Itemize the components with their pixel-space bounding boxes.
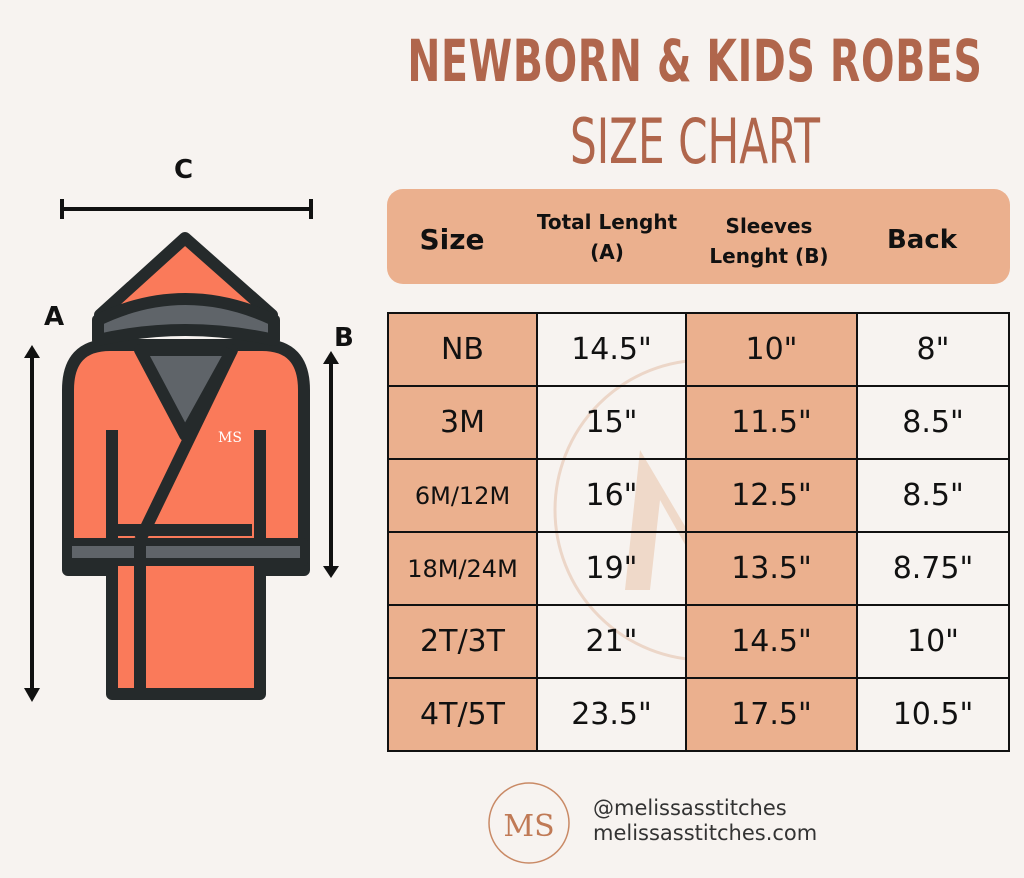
robe-icon [62,232,310,700]
table-row: 6M/12M 16" 12.5" 8.5" [387,458,1010,533]
table-row: 4T/5T 23.5" 17.5" 10.5" [387,677,1010,752]
back-cell: 8.5" [856,458,1010,533]
size-cell: 2T/3T [387,604,538,679]
sleeves-length-cell: 17.5" [685,677,858,752]
table-row: 18M/24M 19" 13.5" 8.75" [387,531,1010,606]
brand-logo: MS [488,782,570,864]
size-cell: NB [387,312,538,387]
table-row: 3M 15" 11.5" 8.5" [387,385,1010,460]
sleeves-length-cell: 10" [685,312,858,387]
sleeves-length-cell: 12.5" [685,458,858,533]
table-row: NB 14.5" 10" 8" [387,312,1010,387]
total-length-cell: 21" [536,604,687,679]
size-table: NB 14.5" 10" 8" 3M 15" 11.5" 8.5" 6M/12M 16" 12.5"… [387,312,1010,752]
measure-c-arrow [60,199,313,219]
header-size: Size [419,223,485,256]
back-cell: 10.5" [856,677,1010,752]
label-a: A [44,302,65,332]
title-line2: SIZE CHART [569,105,821,178]
sleeves-length-cell: 14.5" [685,604,858,679]
size-cell: 18M/24M [387,531,538,606]
label-c: C [174,155,194,185]
size-cell: 4T/5T [387,677,538,752]
svg-text:MS: MS [503,809,554,844]
title-line1: NEWBORN & KIDS ROBES [407,27,983,95]
total-length-cell: 16" [536,458,687,533]
header-back: Back [886,225,958,255]
total-length-cell: 23.5" [536,677,687,752]
sleeves-length-cell: 11.5" [685,385,858,460]
header-sleeves-length: Sleeves Lenght (B) [709,214,829,268]
back-cell: 10" [856,604,1010,679]
measure-b-arrow [323,351,339,578]
footer-contact: @melissasstitches melissasstitches.com [593,796,817,846]
back-cell: 8" [856,312,1010,387]
social-handle[interactable]: @melissasstitches [593,796,787,820]
measure-a-arrow [24,345,40,702]
website-link[interactable]: melissasstitches.com [593,821,818,845]
total-length-cell: 19" [536,531,687,606]
size-cell: 6M/12M [387,458,538,533]
size-cell: 3M [387,385,538,460]
total-length-cell: 15" [536,385,687,460]
robe-diagram: MS [24,199,339,702]
table-row: 2T/3T 21" 14.5" 10" [387,604,1010,679]
robe-logo: MS [218,430,242,446]
table-header: Size Total Lenght (A) Sleeves Lenght (B)… [387,189,1010,284]
back-cell: 8.5" [856,385,1010,460]
total-length-cell: 14.5" [536,312,687,387]
header-total-length: Total Lenght (A) [536,210,678,264]
label-b: B [334,323,354,353]
back-cell: 8.75" [856,531,1010,606]
sleeves-length-cell: 13.5" [685,531,858,606]
